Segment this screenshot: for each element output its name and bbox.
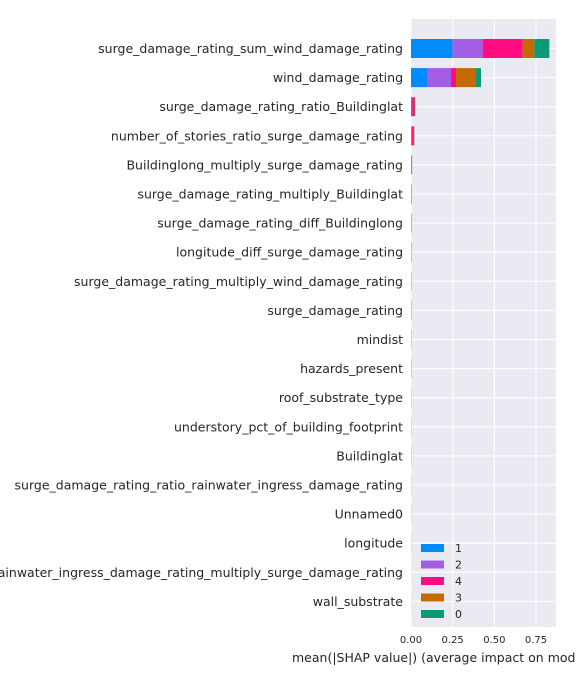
- feature-label: wind_damage_rating: [273, 70, 403, 85]
- bar-segment-class-3: [413, 126, 415, 146]
- legend: 1 2 4 3 0: [421, 542, 462, 621]
- legend-swatch-class-4: [421, 577, 444, 585]
- bar-segment-class-4: [482, 39, 523, 58]
- bar-segment-class-4: [451, 68, 456, 88]
- bar-segment-class-1: [411, 68, 428, 88]
- bar-segment-class-3: [414, 97, 415, 117]
- bar-segment-class-1: [411, 39, 453, 58]
- bar-segment-class-2: [452, 39, 483, 58]
- x-tick-label: 0.75: [525, 635, 547, 646]
- legend-swatch-class-3: [421, 593, 444, 602]
- feature-label: hazards_present: [300, 361, 403, 376]
- x-tick-label: 0.00: [400, 635, 422, 646]
- bar-segment-class-2: [427, 68, 451, 88]
- bar-segment-class-4: [411, 126, 414, 146]
- bar-segment-class-0: [476, 68, 481, 88]
- x-tick-label: 0.50: [483, 635, 505, 646]
- feature-label: surge_damage_rating_multiply_wind_damage…: [74, 274, 403, 289]
- bar-segment-class-3: [522, 39, 535, 58]
- bar-segment-class-1: [411, 97, 412, 117]
- feature-label: wall_substrate: [313, 594, 404, 609]
- feature-label: surge_damage_rating_ratio_Buildinglat: [159, 99, 403, 114]
- feature-label: surge_damage_rating_multiply_Buildinglat: [137, 187, 403, 202]
- bar-segment-class-2: [411, 97, 413, 117]
- legend-swatch-class-2: [421, 560, 444, 569]
- feature-label: longitude_diff_surge_damage_rating: [176, 245, 403, 260]
- feature-label: understory_pct_of_building_footprint: [174, 419, 403, 434]
- feature-label: surge_damage_rating: [267, 303, 403, 318]
- feature-label: surge_damage_rating_diff_Buildinglong: [157, 216, 403, 231]
- feature-label: number_of_stories_ratio_surge_damage_rat…: [111, 128, 403, 143]
- bar-segment-class-4: [412, 97, 415, 117]
- plot-area: [411, 19, 556, 627]
- bar-segment-class-0: [534, 39, 550, 58]
- feature-label: Buildinglong_multiply_surge_damage_ratin…: [126, 157, 403, 172]
- bar-segment-class-3: [456, 68, 476, 88]
- feature-label: longitude: [344, 536, 403, 551]
- feature-label: roof_substrate_type: [279, 390, 403, 405]
- feature-label: mindist: [357, 332, 403, 347]
- legend-label-class-2: 2: [455, 559, 462, 572]
- feature-label: surge_damage_rating_sum_wind_damage_rati…: [98, 41, 403, 56]
- bar-segment-class-4: [411, 155, 412, 175]
- bar-segment-class-2: [411, 126, 412, 146]
- y-tick-labels: surge_damage_rating_sum_wind_damage_rati…: [0, 41, 403, 609]
- feature-label: Buildinglat: [336, 448, 403, 463]
- x-tick-labels: 0.00 0.25 0.50 0.75: [400, 635, 547, 646]
- legend-label-class-4: 4: [455, 575, 462, 588]
- legend-swatch-class-0: [421, 610, 444, 618]
- legend-label-class-0: 0: [455, 608, 462, 621]
- legend-label-class-3: 3: [455, 592, 462, 605]
- x-tick-label: 0.25: [442, 635, 464, 646]
- bars: [411, 39, 550, 611]
- feature-label: Unnamed0: [335, 507, 403, 522]
- feature-label: surge_damage_rating_ratio_rainwater_ingr…: [15, 478, 403, 493]
- feature-label: rainwater_ingress_damage_rating_multiply…: [0, 565, 403, 580]
- legend-label-class-1: 1: [455, 542, 462, 555]
- legend-swatch-class-1: [421, 544, 444, 552]
- x-axis-label: mean(|SHAP value|) (average impact on mo…: [292, 650, 576, 665]
